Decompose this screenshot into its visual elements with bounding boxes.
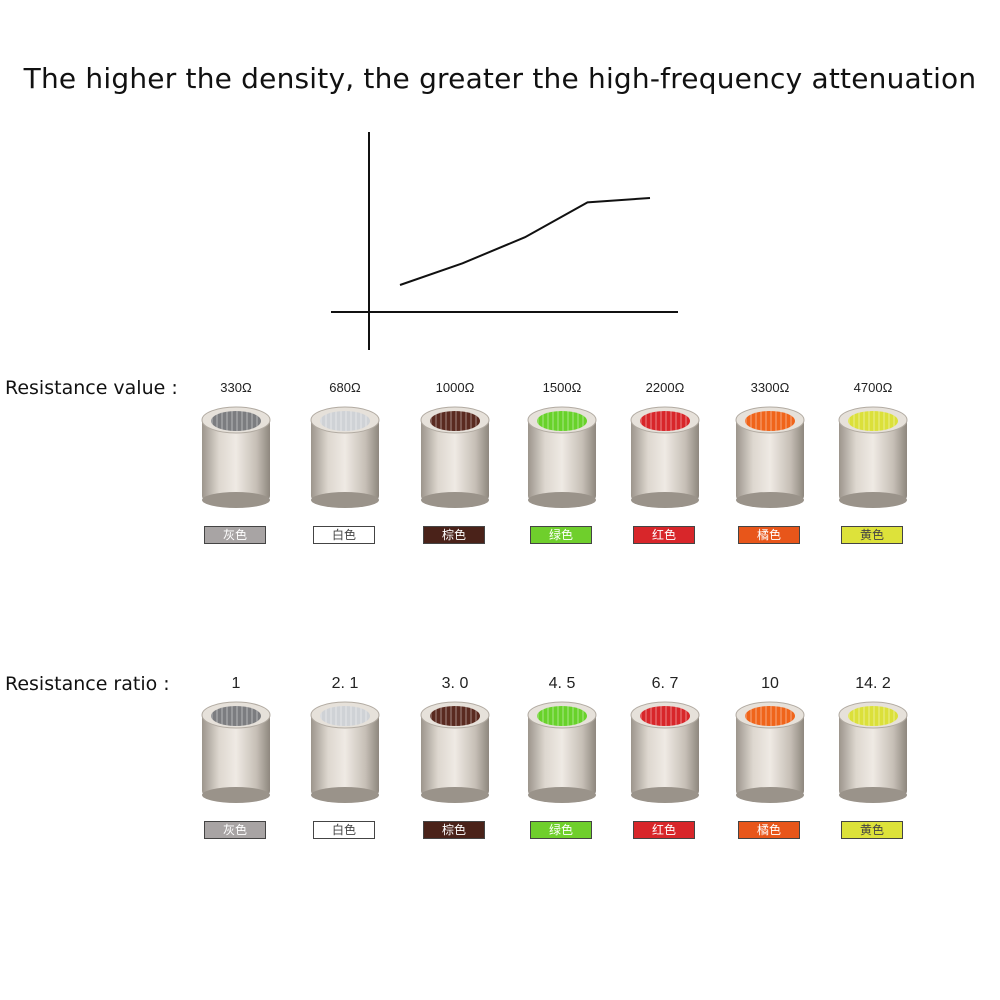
resistance-value: 2200Ω	[645, 380, 685, 395]
ferrite-bead-image	[522, 404, 602, 514]
ferrite-bead-image	[522, 699, 602, 809]
ferrite-bead-item: 4700Ω 黄色	[823, 380, 923, 560]
ferrite-bead-image	[833, 404, 913, 514]
resistance-ratio-row: 1 灰色 2. 1 白色 3. 0 棕色 4. 5 绿色 6. 7 红色 10 橘色 14. 2 黄色	[0, 675, 1000, 875]
resistance-ratio: 2. 1	[331, 675, 359, 692]
resistance-ratio: 4. 5	[548, 675, 576, 692]
resistance-value: 4700Ω	[853, 380, 893, 395]
ferrite-bead-item: 2. 1 白色	[295, 675, 395, 855]
resistance-value: 330Ω	[220, 380, 252, 395]
density-attenuation-plot	[331, 132, 678, 350]
ferrite-bead-item: 6. 7 红色	[615, 675, 715, 855]
ferrite-bead-image	[625, 699, 705, 809]
color-name-chip: 黄色	[841, 821, 903, 839]
ferrite-bead-item: 10 橘色	[720, 675, 820, 855]
headline: The higher the density, the greater the …	[23, 62, 977, 95]
resistance-ratio: 1	[231, 675, 241, 692]
ferrite-bead-image	[415, 699, 495, 809]
color-name-chip: 白色	[313, 526, 375, 544]
color-name-chip: 橘色	[738, 821, 800, 839]
color-name-chip: 黄色	[841, 526, 903, 544]
resistance-ratio: 6. 7	[651, 675, 679, 692]
resistance-value: 1000Ω	[435, 380, 475, 395]
ferrite-bead-image	[305, 699, 385, 809]
ferrite-bead-item: 4. 5 绿色	[512, 675, 612, 855]
ferrite-bead-item: 14. 2 黄色	[823, 675, 923, 855]
ferrite-bead-image	[833, 699, 913, 809]
resistance-value: 1500Ω	[542, 380, 582, 395]
ferrite-bead-image	[196, 404, 276, 514]
ferrite-bead-item: 2200Ω 红色	[615, 380, 715, 560]
ferrite-bead-item: 1 灰色	[186, 675, 286, 855]
resistance-value: 680Ω	[329, 380, 361, 395]
ferrite-bead-image	[305, 404, 385, 514]
ferrite-bead-item: 3. 0 棕色	[405, 675, 505, 855]
ferrite-bead-image	[415, 404, 495, 514]
ferrite-bead-image	[196, 699, 276, 809]
attenuation-curve	[399, 197, 651, 286]
ferrite-bead-item: 680Ω 白色	[295, 380, 395, 560]
color-name-chip: 棕色	[423, 526, 485, 544]
resistance-ratio: 3. 0	[441, 675, 469, 692]
ferrite-bead-image	[730, 699, 810, 809]
color-name-chip: 红色	[633, 526, 695, 544]
color-name-chip: 灰色	[204, 821, 266, 839]
resistance-value: 3300Ω	[750, 380, 790, 395]
color-name-chip: 棕色	[423, 821, 485, 839]
ferrite-bead-image	[625, 404, 705, 514]
ferrite-bead-item: 1000Ω 棕色	[405, 380, 505, 560]
color-name-chip: 橘色	[738, 526, 800, 544]
resistance-ratio: 14. 2	[855, 675, 891, 692]
color-name-chip: 白色	[313, 821, 375, 839]
resistance-value-label: Resistance value :	[5, 377, 178, 399]
resistance-ratio: 10	[761, 675, 779, 692]
resistance-value-row: 330Ω 灰色 680Ω 白色 1000Ω 棕色 1500Ω 绿色 2200Ω 红色 3300Ω 橘色…	[0, 380, 1000, 580]
ferrite-bead-item: 1500Ω 绿色	[512, 380, 612, 560]
color-name-chip: 红色	[633, 821, 695, 839]
color-name-chip: 绿色	[530, 526, 592, 544]
ferrite-bead-image	[730, 404, 810, 514]
color-name-chip: 灰色	[204, 526, 266, 544]
ferrite-bead-item: 330Ω 灰色	[186, 380, 286, 560]
resistance-ratio-label: Resistance ratio :	[5, 673, 170, 695]
color-name-chip: 绿色	[530, 821, 592, 839]
ferrite-bead-item: 3300Ω 橘色	[720, 380, 820, 560]
